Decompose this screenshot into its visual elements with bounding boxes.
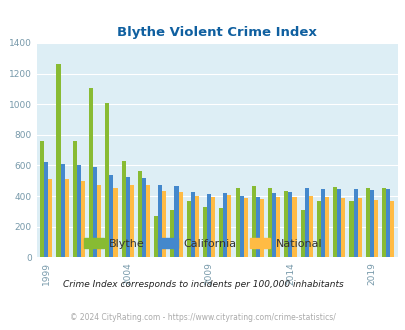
Bar — [64, 179, 68, 257]
Bar — [259, 199, 263, 257]
Bar — [89, 88, 93, 257]
Bar — [207, 194, 211, 257]
Bar — [162, 191, 166, 257]
Bar — [93, 167, 97, 257]
Bar — [81, 181, 85, 257]
Bar — [138, 171, 142, 257]
Bar — [292, 197, 296, 257]
Bar — [211, 197, 215, 257]
Bar — [373, 200, 377, 257]
Bar — [44, 162, 48, 257]
Bar — [72, 141, 77, 257]
Bar — [288, 192, 292, 257]
Bar — [275, 197, 279, 257]
Bar — [142, 178, 146, 257]
Bar — [324, 197, 328, 257]
Bar — [109, 176, 113, 257]
Bar — [113, 188, 117, 257]
Bar — [48, 179, 52, 257]
Bar — [235, 188, 239, 257]
Bar — [251, 186, 255, 257]
Bar — [381, 188, 385, 257]
Bar — [223, 193, 227, 257]
Bar — [178, 192, 182, 257]
Bar — [365, 188, 369, 257]
Bar — [194, 196, 198, 257]
Bar — [308, 196, 312, 257]
Bar — [316, 201, 320, 257]
Bar — [97, 184, 101, 257]
Bar — [353, 189, 357, 257]
Bar — [227, 195, 231, 257]
Bar — [174, 186, 178, 257]
Bar — [40, 141, 44, 257]
Bar — [190, 192, 194, 257]
Bar — [385, 189, 389, 257]
Bar — [158, 185, 162, 257]
Bar — [77, 165, 81, 257]
Bar — [341, 198, 345, 257]
Bar — [389, 201, 393, 257]
Bar — [202, 207, 207, 257]
Title: Blythe Violent Crime Index: Blythe Violent Crime Index — [117, 26, 316, 39]
Bar — [154, 216, 158, 257]
Bar — [337, 189, 341, 257]
Bar — [125, 177, 130, 257]
Bar — [271, 193, 275, 257]
Text: © 2024 CityRating.com - https://www.cityrating.com/crime-statistics/: © 2024 CityRating.com - https://www.city… — [70, 313, 335, 322]
Bar — [56, 64, 60, 257]
Bar — [369, 190, 373, 257]
Bar — [146, 185, 150, 257]
Bar — [60, 164, 64, 257]
Bar — [130, 184, 134, 257]
Bar — [349, 201, 353, 257]
Legend: Blythe, California, National: Blythe, California, National — [79, 234, 326, 253]
Bar — [105, 103, 109, 257]
Text: Crime Index corresponds to incidents per 100,000 inhabitants: Crime Index corresponds to incidents per… — [62, 280, 343, 289]
Bar — [357, 198, 361, 257]
Bar — [267, 188, 271, 257]
Bar — [333, 187, 337, 257]
Bar — [219, 208, 223, 257]
Bar — [320, 189, 324, 257]
Bar — [186, 202, 190, 257]
Bar — [121, 161, 125, 257]
Bar — [284, 191, 288, 257]
Bar — [170, 210, 174, 257]
Bar — [239, 196, 243, 257]
Bar — [304, 188, 308, 257]
Bar — [300, 210, 304, 257]
Bar — [255, 197, 259, 257]
Bar — [243, 198, 247, 257]
